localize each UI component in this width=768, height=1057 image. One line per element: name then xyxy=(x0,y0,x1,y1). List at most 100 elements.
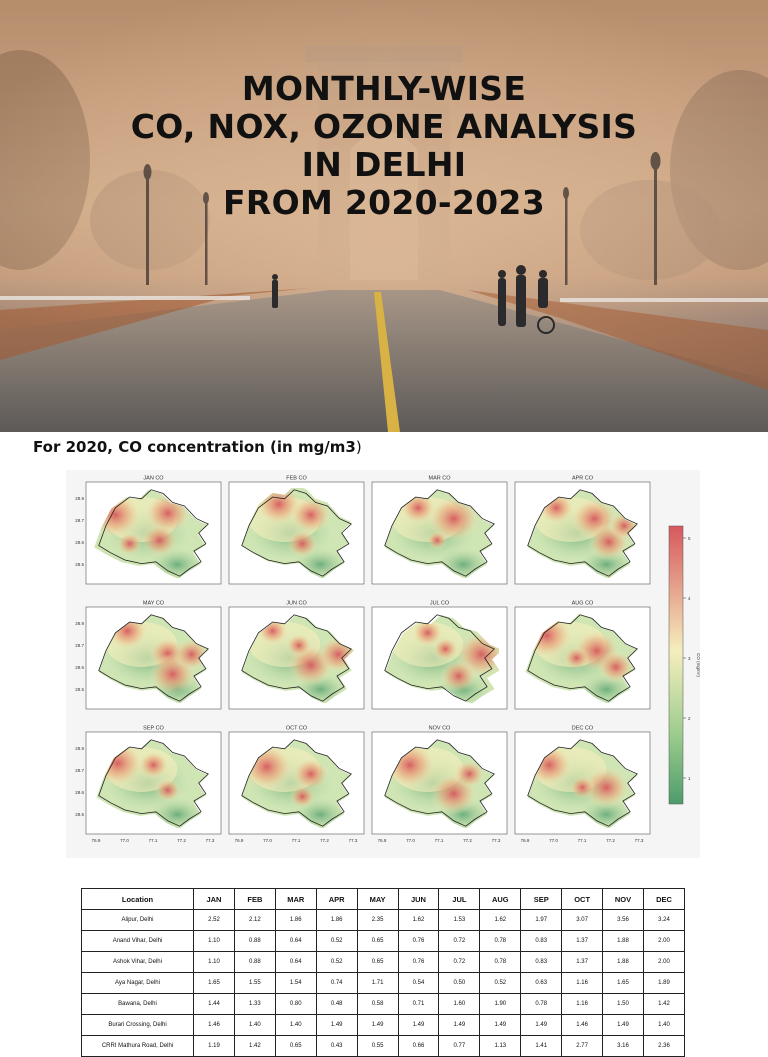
x-tick-label: 77.3 xyxy=(635,838,644,843)
section-heading-text: For 2020, CO concentration (in mg/m3 xyxy=(33,438,356,456)
table-row: CRRI Mathura Road, Delhi 1.19 1.42 0.65 0.43… xyxy=(81,1035,686,1057)
table-header-row: Location JAN FEB MAR APR MAY JUN JUL AUG SEP OCT NO… xyxy=(81,888,686,910)
value-cell: 1.33 xyxy=(233,993,276,1015)
value-cell: 0.48 xyxy=(315,993,358,1015)
delhi-boundary xyxy=(99,490,208,576)
location-cell: Aya Nagar, Delhi xyxy=(81,972,194,994)
value-cell: 3.16 xyxy=(602,1035,644,1057)
value-cell: 1.49 xyxy=(397,1014,440,1036)
value-cell: 1.49 xyxy=(479,1014,522,1036)
x-tick-label: 76.9 xyxy=(521,838,530,843)
value-cell: 0.64 xyxy=(274,951,317,973)
map-panel-jan: JAN CO 28.9 28.7 28.6 28.5 xyxy=(75,476,222,585)
column-header-feb: FEB xyxy=(233,888,276,910)
x-tick-label: 77.3 xyxy=(349,838,358,843)
delhi-boundary xyxy=(385,740,494,826)
value-cell: 0.63 xyxy=(520,972,563,994)
value-cell: 1.49 xyxy=(315,1014,358,1036)
value-cell: 2.52 xyxy=(193,909,235,931)
column-header-aug: AUG xyxy=(479,888,522,910)
map-panel-dec: DEC CO 76.9 77.0 77.1 77.2 77.3 xyxy=(514,726,651,843)
y-tick-label: 28.9 xyxy=(75,621,84,626)
value-cell: 1.54 xyxy=(274,972,317,994)
hero-title-line-3: IN DELHI xyxy=(301,145,467,184)
value-cell: 1.86 xyxy=(315,909,358,931)
value-cell: 0.52 xyxy=(315,951,358,973)
hotspot xyxy=(569,775,596,800)
x-tick-label: 77.1 xyxy=(149,838,158,843)
column-header-apr: APR xyxy=(315,888,358,910)
value-cell: 0.88 xyxy=(233,930,276,952)
map-panel-apr: APR CO xyxy=(514,476,651,585)
value-cell: 0.52 xyxy=(479,972,522,994)
delhi-boundary xyxy=(242,615,351,701)
hotspot xyxy=(289,496,332,534)
value-cell: 0.66 xyxy=(397,1035,440,1057)
hotspot xyxy=(141,523,178,557)
co-maps-figure: JAN CO 28.9 28.7 28.6 28.5 FEB CO MAR CO APR CO… xyxy=(66,470,701,858)
hotspot xyxy=(426,530,448,550)
value-cell: 0.72 xyxy=(438,930,481,952)
value-cell: 1.97 xyxy=(520,909,563,931)
hotspot xyxy=(440,659,477,693)
panel-title: MAY CO xyxy=(143,601,165,607)
hotspot xyxy=(116,532,143,556)
value-cell: 3.56 xyxy=(602,909,644,931)
section-heading-close: ) xyxy=(355,438,362,456)
y-tick-label: 28.5 xyxy=(75,812,84,817)
panel-title: NOV CO xyxy=(429,726,451,732)
value-cell: 1.65 xyxy=(193,972,235,994)
y-tick-label: 28.5 xyxy=(75,562,84,567)
value-cell: 0.54 xyxy=(397,972,440,994)
column-header-mar: MAR xyxy=(274,888,317,910)
value-cell: 0.50 xyxy=(438,972,481,994)
panel-title: AUG CO xyxy=(572,601,594,607)
value-cell: 1.71 xyxy=(356,972,399,994)
value-cell: 1.60 xyxy=(438,993,481,1015)
value-cell: 1.50 xyxy=(602,993,644,1015)
x-tick-label: 77.0 xyxy=(549,838,558,843)
hotspot xyxy=(582,766,630,809)
value-cell: 3.07 xyxy=(561,909,604,931)
value-cell: 0.80 xyxy=(274,993,317,1015)
panel-title: JUL CO xyxy=(430,601,450,607)
colorbar: 5 4 3 2 1 CO (mg/m³) xyxy=(668,525,701,805)
location-cell: Ashok Vihar, Delhi xyxy=(81,951,194,973)
value-cell: 1.90 xyxy=(479,993,522,1015)
value-cell: 0.78 xyxy=(479,930,522,952)
table-row: Burari Crossing, Delhi 1.46 1.40 1.40 1.49 1.… xyxy=(81,1014,686,1036)
value-cell: 1.10 xyxy=(193,951,235,973)
x-tick-label: 77.0 xyxy=(120,838,129,843)
x-tick-label: 77.0 xyxy=(263,838,272,843)
hotspot xyxy=(289,784,316,809)
value-cell: 0.65 xyxy=(356,930,399,952)
panel-title: OCT CO xyxy=(286,726,308,732)
location-cell: CRRI Mathura Road, Delhi xyxy=(81,1035,194,1057)
co-heatmap-grid: JAN CO 28.9 28.7 28.6 28.5 FEB CO MAR CO APR CO… xyxy=(75,476,701,844)
hotspot xyxy=(173,638,209,671)
value-cell: 2.35 xyxy=(356,909,399,931)
panel-title: SEP CO xyxy=(143,726,164,732)
y-tick-label: 28.6 xyxy=(75,665,84,670)
column-header-may: MAY xyxy=(356,888,399,910)
x-tick-label: 77.2 xyxy=(606,838,615,843)
value-cell: 0.76 xyxy=(397,951,440,973)
value-cell: 0.78 xyxy=(520,993,563,1015)
value-cell: 1.46 xyxy=(561,1014,604,1036)
table-row: Aya Nagar, Delhi 1.65 1.55 1.54 0.74 1.71 0.54… xyxy=(81,972,686,994)
value-cell: 1.42 xyxy=(642,993,686,1015)
column-header-jun: JUN xyxy=(397,888,440,910)
colorbar-tick-label: 3 xyxy=(688,656,691,661)
value-cell: 1.62 xyxy=(479,909,522,931)
hero-title-line-1: MONTHLY-WISE xyxy=(241,69,527,108)
x-tick-label: 77.3 xyxy=(492,838,501,843)
map-panel-jun: JUN CO xyxy=(228,601,365,710)
panel-title: JUN CO xyxy=(286,601,307,607)
value-cell: 1.41 xyxy=(520,1035,563,1057)
x-tick-label: 77.1 xyxy=(292,838,301,843)
y-tick-label: 28.7 xyxy=(75,643,84,648)
x-tick-label: 76.9 xyxy=(378,838,387,843)
value-cell: 1.42 xyxy=(233,1035,276,1057)
value-cell: 1.40 xyxy=(274,1014,317,1036)
x-tick-label: 77.2 xyxy=(177,838,186,843)
